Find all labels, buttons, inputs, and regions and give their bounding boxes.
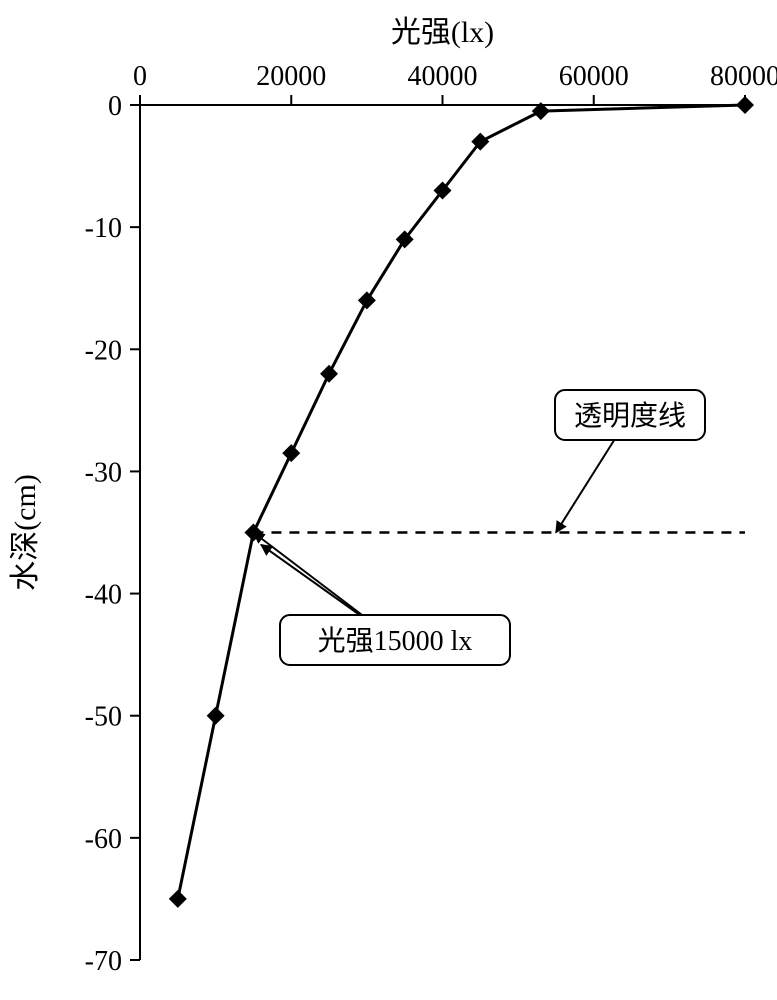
x-tick-label: 60000 (559, 61, 629, 92)
x-tick-label: 80000 (710, 61, 777, 92)
callout-text: 透明度线 (574, 400, 686, 432)
callout-pointer (261, 545, 360, 615)
data-marker (358, 291, 376, 309)
y-axis-title: 水深(cm) (9, 474, 42, 591)
data-marker (207, 707, 225, 725)
y-tick-label: -60 (85, 824, 122, 855)
chart-container: 0 20000 40000 60000 80000 光强(lx) 0 -10 -20 -30 -40… (0, 0, 777, 1000)
y-tick-label: -70 (85, 946, 122, 977)
callout-text: 光强15000 lx (318, 625, 473, 657)
data-line (178, 105, 745, 899)
data-marker (320, 365, 338, 383)
data-marker (282, 444, 300, 462)
y-tick-label: -40 (85, 580, 122, 611)
callout-pointer (253, 533, 362, 616)
line-chart: 0 20000 40000 60000 80000 光强(lx) 0 -10 -20 -30 -40… (0, 0, 777, 1000)
x-tick-label: 20000 (256, 61, 326, 92)
x-tick-label: 0 (133, 61, 147, 92)
callout-pointer (556, 440, 614, 533)
x-axis-title: 光强(lx) (391, 16, 494, 49)
x-tick-label: 40000 (408, 61, 478, 92)
y-tick-label: -50 (85, 702, 122, 733)
data-marker (169, 890, 187, 908)
data-marker (736, 96, 754, 114)
y-tick-label: -20 (85, 335, 122, 366)
y-tick-label: -10 (85, 213, 122, 244)
y-tick-label: -30 (85, 457, 122, 488)
y-tick-label: 0 (108, 91, 122, 122)
